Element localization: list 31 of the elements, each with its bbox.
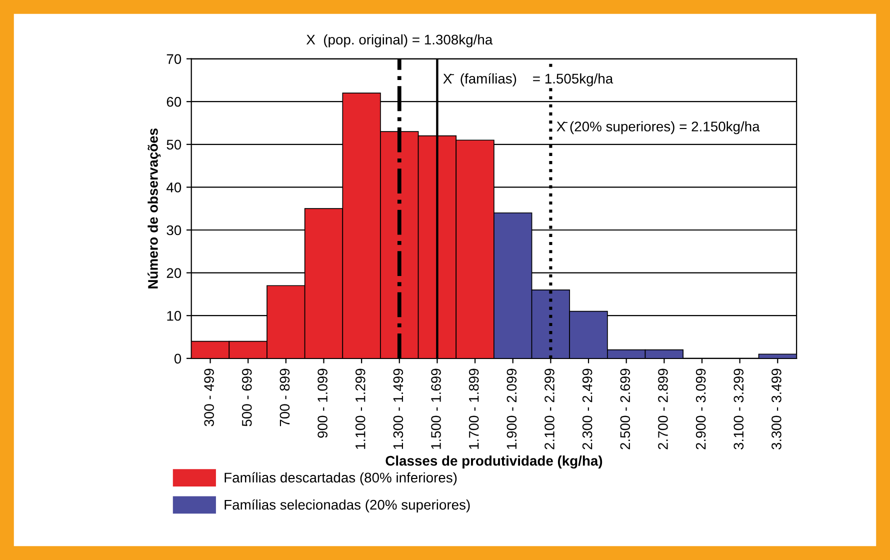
x-tick-label: 1.300 - 1.499	[393, 368, 404, 449]
x-tick-label: 2.500 - 2.699	[620, 368, 630, 450]
y-tick-label: 10	[167, 310, 182, 321]
x-tick-label: 1.100 - 1.299	[355, 368, 366, 449]
x-tick-label: 2.300 - 2.499	[582, 368, 592, 450]
y-axis-title: Número de observações	[148, 128, 161, 288]
x-tick-label: 2.700 - 2.899	[658, 368, 668, 450]
y-tick-label: 40	[166, 182, 182, 192]
x-tick-label: 3.100 - 3.299	[734, 368, 744, 450]
y-tick-label: 70	[166, 54, 182, 64]
x-tick-label: 1.500 - 1.699	[431, 368, 441, 449]
x-tick-label: 900 - 1.099	[318, 368, 328, 438]
ref-line-label: X̄ (20% superiores) = 2.150kg/ha	[556, 121, 760, 134]
x-tick-label: 2.100 - 2.299	[544, 368, 554, 450]
ref-line-label: X̄ (famílias) = 1.505kg/ha	[443, 73, 614, 86]
x-tick-label: 3.300 - 3.499	[772, 368, 782, 450]
x-tick-label: 1.900 - 2.099	[506, 368, 517, 449]
x-tick-label: 700 - 899	[280, 368, 290, 426]
legend-label: Famílias selecionadas (20% superiores)	[224, 499, 470, 512]
x-tick-label: 1.700 - 1.899	[468, 368, 479, 449]
y-tick-label: 50	[166, 140, 182, 150]
y-tick-label: 60	[166, 96, 182, 107]
x-tick-label: 300 - 499	[204, 368, 214, 426]
x-axis-title: Classes de produtividade (kg/ha)	[386, 456, 602, 469]
x-tick-label: 500 - 699	[242, 368, 252, 426]
y-tick-label: 20	[166, 268, 182, 278]
y-tick-label: 0	[174, 354, 182, 364]
y-tick-label: 30	[166, 225, 182, 236]
legend-label: Famílias descartadas (80% inferiores)	[224, 472, 457, 486]
ref-line-label: X (pop. original) = 1.308kg/ha	[306, 34, 493, 48]
x-tick-label: 2.900 - 3.099	[696, 368, 706, 450]
